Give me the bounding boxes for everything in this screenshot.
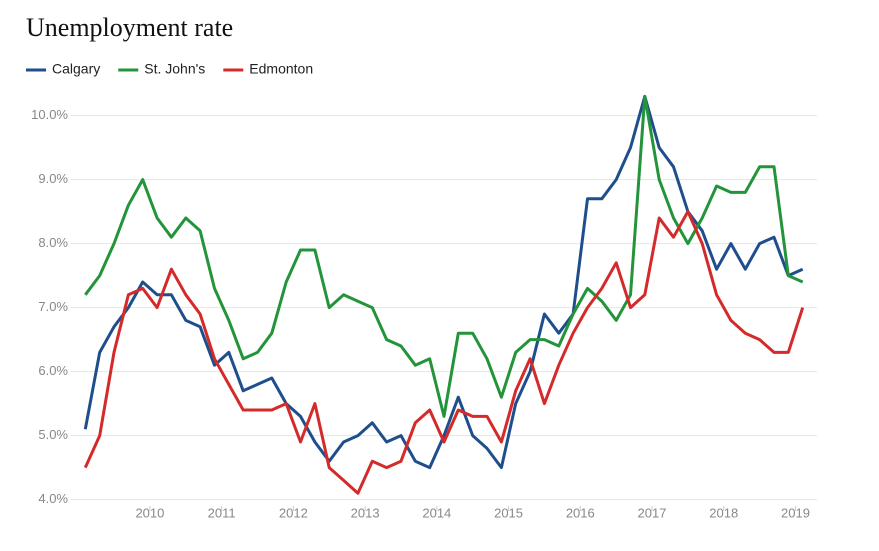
y-tick-label: 7.0%	[38, 299, 68, 314]
x-tick-label: 2010	[135, 505, 164, 520]
x-tick-label: 2012	[279, 505, 308, 520]
y-tick-label: 9.0%	[38, 171, 68, 186]
legend-label: Calgary	[52, 61, 100, 77]
y-tick-label: 10.0%	[31, 107, 68, 122]
x-tick-label: 2018	[709, 505, 738, 520]
series-line	[83, 94, 804, 470]
y-tick-label: 4.0%	[38, 491, 68, 506]
legend-label: St. John's	[144, 61, 205, 77]
x-tick-label: 2013	[351, 505, 380, 520]
legend-label: Edmonton	[249, 61, 313, 77]
x-tick-label: 2014	[422, 505, 451, 520]
y-tick-label: 6.0%	[38, 363, 68, 378]
y-tick-label: 5.0%	[38, 427, 68, 442]
x-tick-label: 2011	[208, 505, 236, 520]
x-tick-label: 2016	[566, 505, 595, 520]
x-tick-label: 2015	[494, 505, 523, 520]
y-tick-label: 8.0%	[38, 235, 68, 250]
x-tick-label: 2019	[781, 505, 810, 520]
x-tick-label: 2017	[638, 505, 667, 520]
series-line	[83, 210, 805, 495]
series-line	[84, 94, 804, 418]
chart-title: Unemployment rate	[26, 13, 233, 42]
